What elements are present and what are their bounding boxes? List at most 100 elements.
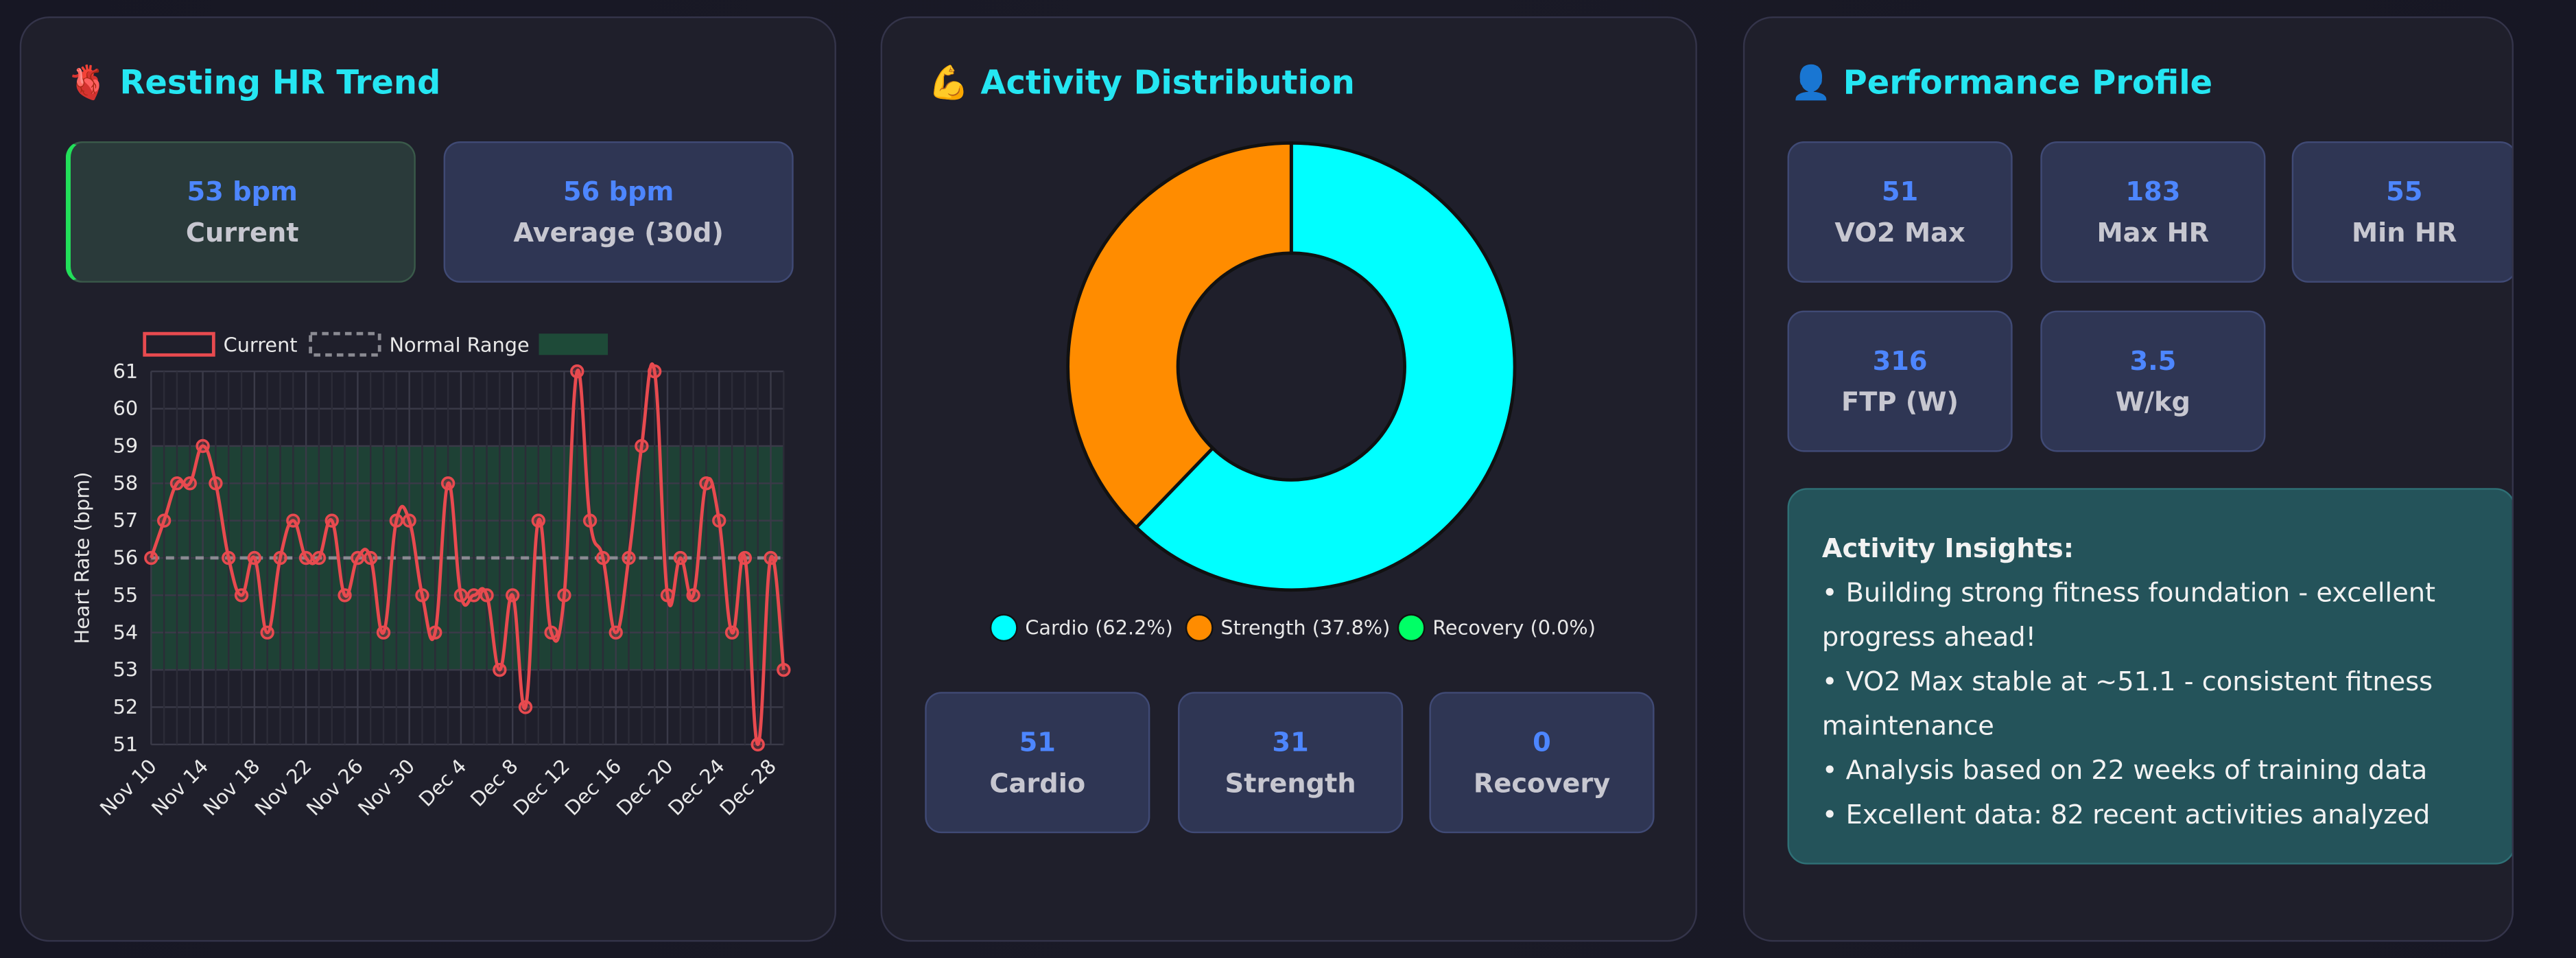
insight-item: • Building strong fitness foundation - e… [1821,576,2436,653]
y-tick-label: 51 [113,732,139,756]
stat-value: 55 [2386,176,2423,207]
hr-point [518,700,533,714]
insight-item: • Analysis based on 22 weeks of training… [1821,754,2428,786]
hr-point [712,513,726,528]
insights-title: Activity Insights: [1821,532,2075,564]
hr-point [273,550,287,565]
stat-card: 53 bpm Current [65,141,416,283]
stat-card: 51 VO2 Max [1787,141,2013,283]
x-tick-label: Dec 28 [715,754,781,820]
hr-point [531,513,545,528]
hr-point [324,513,339,528]
hr-point [660,588,675,603]
hr-point [493,662,507,677]
hr-point [247,550,262,565]
insight-item: • Excellent data: 82 recent activities a… [1821,798,2431,830]
legend-swatch [1185,614,1214,642]
stat-card: 55 Min HR [2291,141,2512,283]
slice [1066,141,1293,530]
stat-label: Strength [1225,767,1356,799]
hr-point [351,550,365,565]
stat-card: 316 FTP (W) [1787,310,2013,452]
hr-point [196,439,210,454]
hr-point [724,625,740,640]
hr-point [415,588,429,603]
y-tick-label: 60 [113,397,139,420]
hr-point [480,588,494,603]
stat-label: VO2 Max [1834,217,1965,248]
hr-point [338,588,352,603]
y-tick-label: 53 [113,658,139,681]
y-tick-label: 59 [113,434,139,458]
x-tick-label: Dec 16 [560,754,626,820]
y-tick-label: 57 [113,509,139,532]
y-tick-label: 54 [113,620,139,644]
legend-swatch [539,334,608,355]
stat-value: 183 [2125,176,2181,207]
x-tick-label: Dec 20 [612,754,678,820]
hr-point [234,588,249,603]
hr-point [222,550,236,565]
hr-point [169,476,185,491]
hr-point [156,513,172,528]
legend-label: Strength (37.8%) [1220,616,1390,639]
hr-point [673,550,687,565]
hr-point [622,550,636,565]
hr-point [402,513,416,528]
insights: Activity Insights: • Building strong fit… [1787,488,2512,865]
hr-point [737,550,753,565]
hr-point [376,625,391,640]
activity-panel: Cardio (62.2%) Strength (37.8%) Recovery (… [880,16,1697,942]
hr-point [453,588,469,603]
hr-point [428,625,442,640]
x-tick-label: Nov 30 [353,754,419,820]
hr-panel: 51 52 53 54 55 56 57 58 59 60 61 Nov 10 Nov 14 Nov 18… [19,16,836,942]
legend-label: Normal Range [390,333,530,356]
hr-point [608,625,623,640]
stat-label: Average (30d) [513,217,724,248]
stat-label: Min HR [2352,217,2457,248]
stat-card: 51 Cardio [925,692,1150,834]
y-axis-label: Heart Rate (bpm) [70,472,93,644]
stat-label: W/kg [2115,386,2190,418]
stat-value: 316 [1872,344,1928,377]
hr-point [209,476,223,491]
hr-point [582,513,598,528]
y-tick-label: 61 [113,360,139,383]
stat-value: 56 bpm [563,176,674,207]
hr-point [505,588,520,603]
legend-label: Cardio (62.2%) [1025,616,1173,639]
stat-value: 3.5 [2129,344,2177,377]
hr-point [647,364,662,379]
hr-line [150,362,785,747]
hr-point [286,513,300,528]
stat-label: Current [185,217,299,248]
stat-value: 53 bpm [187,176,298,207]
legend-swatch [143,331,215,357]
stat-label: Recovery [1473,767,1611,799]
hr-point [764,550,778,565]
hr-point [364,550,378,565]
x-tick-label: Nov 22 [250,754,316,820]
hr-point [298,550,314,565]
x-tick-label: Nov 26 [302,754,368,820]
legend-swatch [989,614,1018,642]
hr-point [570,364,584,379]
legend-swatch [309,331,381,357]
insights-list: • Building strong fitness foundation - e… [1822,570,2481,837]
hr-point [699,476,713,491]
stat-label: Cardio [989,767,1086,799]
hr-point [557,588,571,603]
y-tick-label: 52 [113,695,139,718]
hr-point [260,625,274,640]
panel-title: 👤 Performance Profile [1791,62,2213,102]
profile-panel: 👤 Performance Profile Activity Insights:… [1742,16,2514,942]
x-tick-label: Nov 10 [95,754,161,820]
x-tick-label: Dec 12 [508,754,574,820]
stat-card: 0 Recovery [1429,692,1655,834]
stat-label: FTP (W) [1841,386,1959,418]
hr-point [777,662,791,677]
